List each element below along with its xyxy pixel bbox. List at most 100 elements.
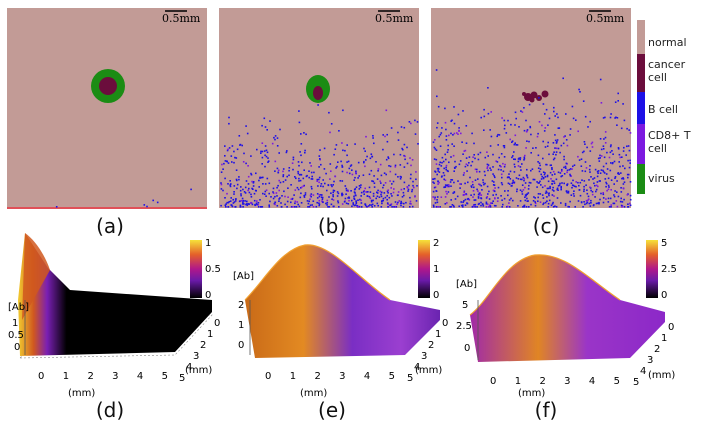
cell-dot [589,186,591,189]
cell-dot [389,204,391,207]
cell-dot [250,196,253,198]
panel-b-cancer-cluster [313,86,323,100]
cell-dot [380,195,383,198]
cell-dot [548,153,550,156]
cell-dot [616,117,619,119]
cell-dot [480,197,483,200]
cell-dot [473,186,475,189]
cell-dot [409,157,411,159]
cell-dot [322,179,324,181]
cell-dot [453,170,455,172]
cell-dot [387,189,389,191]
cell-dot [233,193,235,195]
cell-dot [403,188,405,190]
y-tick: 0 [442,318,449,329]
cell-dot [564,135,566,137]
cell-dot [587,195,590,198]
cell-dot [605,185,607,188]
cell-dot [246,202,248,205]
cell-dot [586,201,589,204]
cell-dot [220,204,222,207]
plot-f-ztick-0: 0 [464,343,471,354]
x-tick: 3 [112,371,119,382]
cell-dot [547,141,549,144]
cell-dot [318,155,321,157]
cell-dot [257,202,260,204]
cell-dot [293,206,296,208]
cell-dot [507,182,510,185]
cell-dot [156,201,159,204]
cell-dot [232,198,234,201]
cell-dot [564,202,567,205]
cell-dot [589,171,591,173]
cell-dot [318,176,321,179]
cell-dot [578,88,580,91]
cell-dot [554,115,556,117]
cell-dot [551,168,553,171]
cell-dot [512,199,514,202]
cell-dot [312,194,315,196]
cell-dot [620,187,622,189]
cell-dot [581,179,583,181]
cell-dot [517,160,520,163]
cell-dot [396,203,398,205]
plot-f-xticks: 0 1 2 3 4 5 [490,376,620,387]
cell-dot [552,206,555,208]
cell-dot [584,143,586,145]
cell-dot [403,154,405,157]
cell-dot [477,153,480,156]
cell-dot [385,173,387,176]
cell-dot [546,174,549,177]
cell-dot [488,198,491,200]
cell-dot [397,131,399,134]
cell-dot [291,198,293,200]
cell-dot [473,142,475,145]
cell-dot [321,200,323,202]
cell-dot [239,206,242,208]
cell-dot [597,172,599,174]
cell-dot [402,148,404,151]
cell-dot [306,200,309,202]
plot-d-spike [22,233,50,320]
cell-dot [627,203,629,205]
cell-dot [593,177,596,179]
panel-a-scale-label: 0.5mm [162,12,201,25]
cell-dot [297,161,300,163]
cell-dot [560,175,562,178]
cell-dot [495,160,497,162]
cell-dot [604,142,607,144]
cell-dot [526,175,528,177]
cell-dot [388,196,391,199]
cell-dot [265,195,267,197]
cell-dot [450,179,452,181]
cell-dot [260,176,263,179]
cell-dot [293,194,295,196]
cell-dot [469,176,471,179]
cell-dot [328,206,331,208]
cell-dot [566,171,568,174]
cell-dot [298,164,300,167]
cell-dot [511,141,513,143]
cell-dot [503,119,506,122]
cell-dot [412,180,414,183]
cell-dot [466,170,468,172]
cell-dot [386,140,389,143]
cell-dot [391,195,393,197]
cell-dot [526,197,528,200]
cell-dot [371,203,374,206]
cell-dot [291,206,294,208]
cell-dot [341,164,343,167]
cell-dot [573,190,575,192]
cell-dot [474,206,476,208]
cell-dot [544,127,547,129]
cell-dot [451,204,454,206]
cell-dot [494,176,496,179]
cell-dot [245,162,247,165]
cell-dot [376,192,379,194]
cell-dot [339,180,342,182]
cell-dot [521,178,523,181]
cell-dot [226,160,228,163]
cell-dot [471,132,473,135]
cell-dot [466,164,469,167]
cell-dot [483,108,485,111]
